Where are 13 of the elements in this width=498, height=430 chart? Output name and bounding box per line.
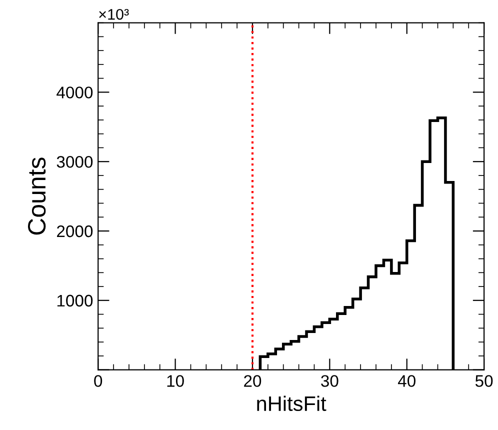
x-tick-label: 0 <box>94 375 102 387</box>
x-tick-label: 10 <box>167 375 184 387</box>
x-tick-label: 50 <box>475 375 493 387</box>
y-tick-label: 4000 <box>56 86 93 98</box>
y-tick-label: 2000 <box>57 225 93 238</box>
y-axis-title: Counts <box>28 158 46 235</box>
x-tick-label: 30 <box>321 375 338 387</box>
x-tick-label: 40 <box>398 375 416 387</box>
x-axis-title: nHitsFit <box>257 396 326 412</box>
x-tick-label: 20 <box>244 375 262 387</box>
y-tick-label: 3000 <box>56 156 93 168</box>
y-tick-label: 1000 <box>57 294 93 307</box>
text: ×10³ <box>99 8 129 20</box>
